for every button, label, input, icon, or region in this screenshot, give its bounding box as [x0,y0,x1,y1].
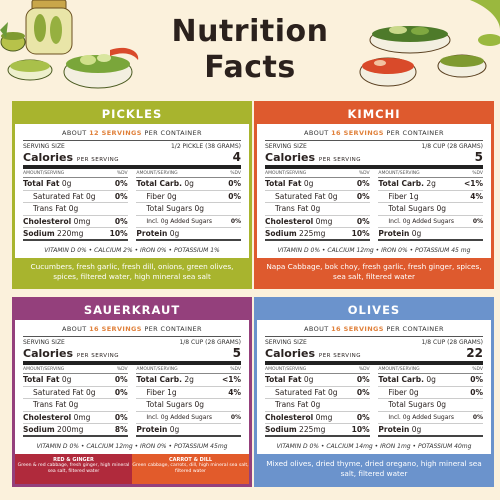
nutrient-column-right: AMOUNT/SERVING %DV Total Carb. 2g <1% Fibe… [136,367,241,437]
calories-row: Calories PER SERVING 4 [23,150,241,169]
card-title: KIMCHI [257,104,491,124]
variant-carrot-dill: CARROT & DILL Green cabbage, carrots, di… [132,454,249,484]
card-title: PICKLES [15,104,249,124]
nutrient-column-left: AMOUNT/SERVING %DV Total Fat 0g 0% Saturat… [265,367,370,437]
vitamins-line: VITAMIN D 0% • CALCIUM 12mg • IRON 0% • … [36,442,228,450]
card-title: OLIVES [257,300,491,320]
serving-size-row: SERVING SIZE 1/8 CUP (28 GRAMS) [265,140,483,150]
serving-size-row: SERVING SIZE 1/8 CUP (28 GRAMS) [265,336,483,346]
servings-per-container: ABOUT 12 SERVINGS PER CONTAINER [62,129,202,137]
vitamins-line: VITAMIN D 0% • CALCIUM 2% • IRON 0% • PO… [44,246,220,254]
kimchi-card: KIMCHI ABOUT 16 SERVINGS PER CONTAINER S… [254,101,494,289]
variant-red-ginger: RED & GINGER Green & red cabbage, fresh … [15,454,132,484]
header: Nutrition Facts [0,0,500,95]
serving-size-row: SERVING SIZE 1/8 CUP (28 GRAMS) [23,336,241,346]
olives-card: OLIVES ABOUT 16 SERVINGS PER CONTAINER S… [254,297,494,487]
nutrient-column-right: AMOUNT/SERVING %DV Total Carb. 2g <1% Fibe… [378,171,483,241]
vitamins-line: VITAMIN D 0% • CALCIUM 12mg • IRON 0% • … [277,246,471,254]
variants-footer: RED & GINGER Green & red cabbage, fresh … [15,454,249,484]
servings-per-container: ABOUT 16 SERVINGS PER CONTAINER [304,129,444,137]
ingredients-footer: Mixed olives, dried thyme, dried oregano… [257,454,491,484]
nutrient-column-right: AMOUNT/SERVING %DV Total Carb. 0g 0% Fiber… [136,171,241,241]
page-title-line2: Facts [204,50,296,85]
calories-row: Calories PER SERVING 5 [23,346,241,365]
ingredients-footer: Cucumbers, fresh garlic, fresh dill, oni… [15,258,249,286]
nutrient-column-right: AMOUNT/SERVING %DV Total Carb. 0g 0% Fiber… [378,367,483,437]
bowls-illustration [359,0,500,87]
nutrient-column-left: AMOUNT/SERVING %DV Total Fat 0g 0% Saturat… [23,367,128,437]
calories-row: Calories PER SERVING 22 [265,346,483,365]
pickle-jar-illustration [0,0,139,89]
sauerkraut-card: SAUERKRAUT ABOUT 16 SERVINGS PER CONTAIN… [12,297,252,487]
card-title: SAUERKRAUT [15,300,249,320]
page-title-line1: Nutrition [171,14,329,49]
calories-row: Calories PER SERVING 5 [265,150,483,169]
servings-per-container: ABOUT 16 SERVINGS PER CONTAINER [62,325,202,333]
nutrient-column-left: AMOUNT/SERVING %DV Total Fat 0g 0% Saturat… [265,171,370,241]
pickles-card: PICKLES ABOUT 12 SERVINGS PER CONTAINER … [12,101,252,289]
nutrient-column-left: AMOUNT/SERVING %DV Total Fat 0g 0% Saturat… [23,171,128,241]
servings-per-container: ABOUT 16 SERVINGS PER CONTAINER [304,325,444,333]
vitamins-line: VITAMIN D 0% • CALCIUM 14mg • IRON 1mg •… [276,442,472,450]
ingredients-footer: Napa Cabbage, bok choy, fresh garlic, fr… [257,258,491,286]
serving-size-row: SERVING SIZE 1/2 PICKLE (38 GRAMS) [23,140,241,150]
